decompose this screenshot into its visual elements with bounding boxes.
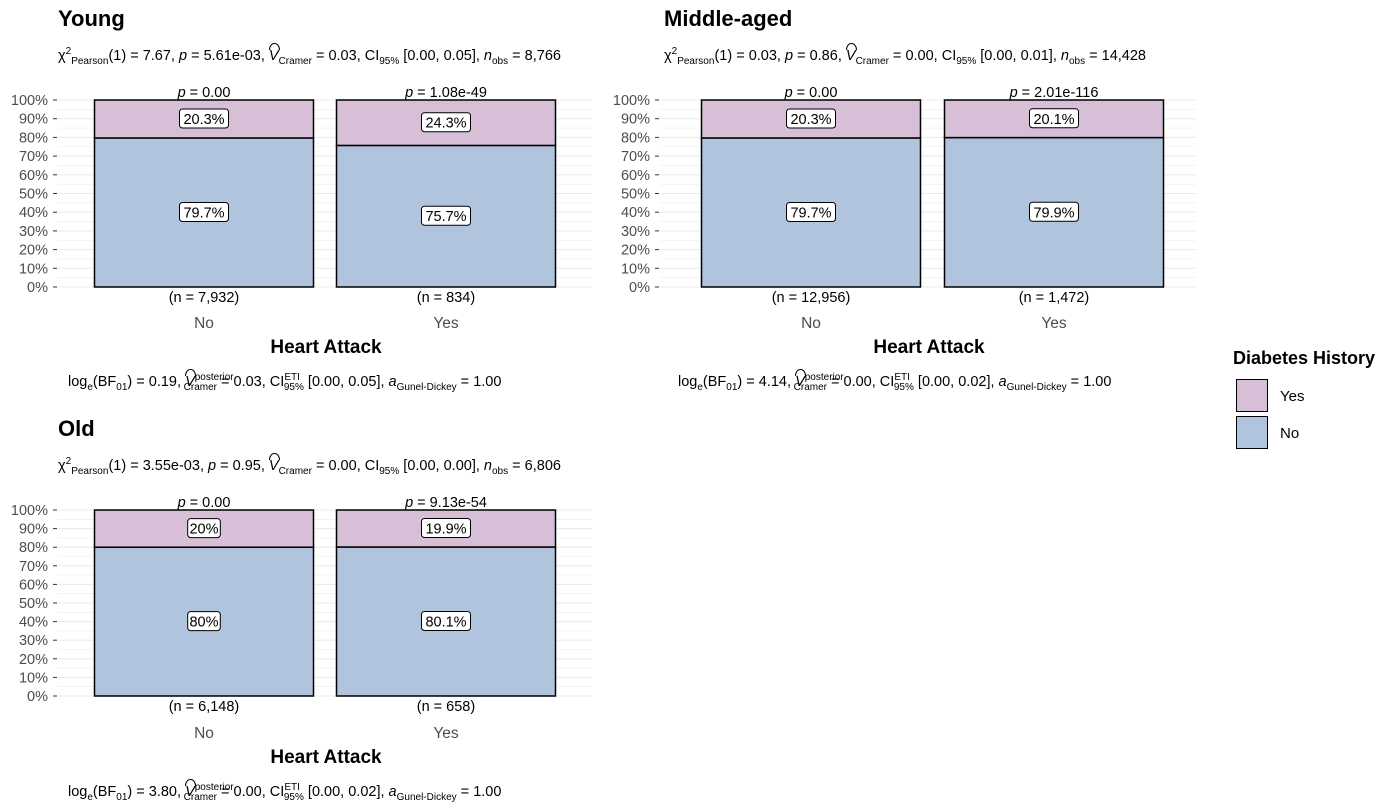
x-tick-label-young-no: No [194,315,214,332]
panel-subtitle-middle-aged: χ2Pearson(1) = 0.03, p = 0.86, VCramer =… [664,46,1146,67]
panel-caption-old: loge(BF01) = 3.80, VposteriorCramer = 0.… [68,782,502,803]
legend-label-yes: Yes [1280,388,1305,405]
panel-title-old: Old [58,416,95,441]
count-label-old-no: (n = 6,148) [169,699,240,715]
p-value-label-old-no: p = 0.00 [177,495,231,511]
y-tick-label-young: 10% [19,261,48,277]
y-tick-label-old: 0% [27,689,48,705]
panel-caption-middle-aged: loge(BF01) = 4.14, VposteriorCramer = 0.… [678,372,1112,393]
y-tick-label-young: 50% [19,187,48,203]
panel-caption-young: loge(BF01) = 0.19, VposteriorCramer = 0.… [68,372,502,393]
p-value-label-middle-aged-yes: p = 2.01e-116 [1009,85,1099,101]
data-label-middle-aged-yes-yes: 20.1% [1033,112,1074,128]
p-value-label-middle-aged-no: p = 0.00 [784,85,838,101]
bar-middle-aged-yes-yes [943,99,1165,139]
y-tick-label-old: 100% [11,503,48,519]
panel-subtitle-young: χ2Pearson(1) = 7.67, p = 5.61e-03, VCram… [58,46,561,67]
data-label-box-young-no-no [179,201,229,222]
data-label-old-no-yes: 20% [189,522,218,538]
y-tick-label-young: 20% [19,243,48,259]
data-label-box-young-yes-yes [421,112,471,133]
y-tick-label-middle-aged: 20% [621,243,650,259]
y-tick-label-old: 30% [19,633,48,649]
data-label-box-middle-aged-yes-yes [1029,108,1079,129]
data-label-box-middle-aged-no-no [786,201,836,222]
x-tick-label-young-yes: Yes [433,315,459,332]
panel-subtitle-old: χ2Pearson(1) = 3.55e-03, p = 0.95, VCram… [58,456,561,477]
data-label-box-old-no-no [187,611,221,632]
y-tick-label-middle-aged: 90% [621,112,650,128]
y-tick-label-middle-aged: 40% [621,205,650,221]
data-label-young-no-no: 79.7% [183,205,224,221]
y-tick-label-old: 40% [19,615,48,631]
data-label-old-yes-no: 80.1% [425,615,466,631]
y-tick-label-young: 30% [19,224,48,240]
p-value-label-old-yes: p = 9.13e-54 [404,495,487,511]
p-value-label-young-yes: p = 1.08e-49 [404,85,487,101]
data-label-box-middle-aged-no-yes [786,108,836,129]
p-value-label-young-no: p = 0.00 [177,85,231,101]
y-tick-label-middle-aged: 80% [621,130,650,146]
x-axis-title-middle-aged: Heart Attack [873,337,985,358]
data-label-middle-aged-yes-no: 79.9% [1033,205,1074,221]
data-label-old-yes-yes: 19.9% [425,522,466,538]
y-tick-label-middle-aged: 50% [621,187,650,203]
y-tick-label-middle-aged: 0% [629,280,650,296]
panel-title-young: Young [58,6,125,31]
data-label-box-old-yes-yes [421,518,471,539]
count-label-young-no: (n = 7,932) [169,290,240,306]
y-tick-label-young: 60% [19,168,48,184]
data-label-young-no-yes: 20.3% [183,112,224,128]
y-tick-label-young: 90% [19,112,48,128]
y-tick-label-young: 0% [27,280,48,296]
data-label-box-young-yes-no [421,205,471,226]
count-label-middle-aged-yes: (n = 1,472) [1019,290,1090,306]
data-label-young-yes-yes: 24.3% [425,116,466,132]
x-axis-title-young: Heart Attack [270,337,382,358]
y-tick-label-old: 60% [19,577,48,593]
legend-title: Diabetes History [1233,348,1376,368]
data-label-box-middle-aged-yes-no [1029,201,1079,222]
x-tick-label-middle-aged-yes: Yes [1041,315,1067,332]
legend-label-no: No [1280,425,1300,442]
y-tick-label-old: 50% [19,596,48,612]
y-tick-label-middle-aged: 30% [621,224,650,240]
x-axis-title-old: Heart Attack [270,747,382,768]
data-label-box-old-no-yes [187,518,221,539]
x-tick-label-old-yes: Yes [433,725,459,742]
y-tick-label-old: 20% [19,652,48,668]
legend-key-yes [1236,379,1268,412]
count-label-middle-aged-no: (n = 12,956) [772,290,851,306]
count-label-young-yes: (n = 834) [417,290,475,306]
y-tick-label-middle-aged: 60% [621,168,650,184]
data-label-middle-aged-no-yes: 20.3% [790,112,831,128]
y-tick-label-young: 70% [19,149,48,165]
panel-title-middle-aged: Middle-aged [664,6,792,31]
y-tick-label-old: 70% [19,559,48,575]
data-label-box-young-no-yes [179,108,229,129]
data-label-middle-aged-no-no: 79.7% [790,205,831,221]
data-label-box-old-yes-no [421,611,471,632]
y-tick-label-young: 40% [19,205,48,221]
data-label-old-no-no: 80% [189,615,218,631]
y-tick-label-middle-aged: 70% [621,149,650,165]
x-tick-label-old-no: No [194,725,214,742]
y-tick-label-young: 100% [11,93,48,109]
y-tick-label-middle-aged: 100% [613,93,650,109]
x-tick-label-middle-aged-no: No [801,315,821,332]
y-tick-label-young: 80% [19,130,48,146]
y-tick-label-old: 80% [19,540,48,556]
count-label-old-yes: (n = 658) [417,699,475,715]
data-label-young-yes-no: 75.7% [425,209,466,225]
y-tick-label-old: 10% [19,670,48,686]
y-tick-label-middle-aged: 10% [621,261,650,277]
legend-key-no [1236,416,1268,449]
y-tick-label-old: 90% [19,522,48,538]
